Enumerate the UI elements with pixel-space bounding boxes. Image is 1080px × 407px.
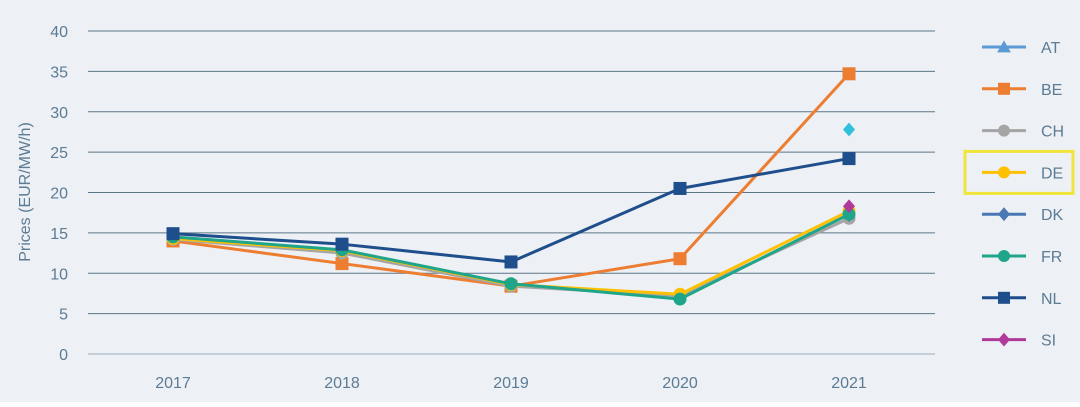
data-point-fr-2019	[504, 277, 518, 291]
y-tick-label: 5	[59, 307, 68, 324]
data-point-nl-2019	[504, 255, 518, 269]
y-tick-label: 20	[50, 186, 68, 203]
series-nl	[166, 152, 856, 269]
y-tick-label: 15	[50, 226, 68, 243]
data-point-fr-2020	[673, 292, 687, 306]
legend-marker-si	[998, 332, 1010, 347]
legend-item-fr: FR	[982, 249, 1062, 266]
legend-label-dk: DK	[1041, 207, 1064, 224]
data-point-nl-2020	[673, 181, 687, 195]
data-point-at-2021	[843, 122, 855, 137]
legend-marker-de	[998, 166, 1010, 179]
legend-marker-dk	[998, 207, 1010, 222]
legend-label-ch: CH	[1041, 124, 1064, 141]
data-point-nl-2017	[166, 227, 180, 241]
y-tick-label: 35	[50, 64, 68, 81]
legend-item-dk: DK	[982, 207, 1064, 224]
legend-label-de: DE	[1041, 165, 1063, 182]
data-point-be-2020	[673, 252, 687, 266]
legend-label-at: AT	[1041, 40, 1060, 57]
legend-marker-nl	[998, 291, 1010, 304]
legend-item-be: BE	[982, 82, 1062, 99]
legend-label-fr: FR	[1041, 249, 1062, 266]
legend-marker-ch	[998, 124, 1010, 137]
x-tick-label: 2017	[155, 375, 191, 392]
legend-item-ch: CH	[982, 124, 1064, 141]
data-point-nl-2021	[842, 152, 856, 166]
legend-item-si: SI	[982, 333, 1056, 350]
data-point-be-2018	[335, 257, 349, 271]
legend-item-nl: NL	[982, 291, 1062, 308]
legend-label-nl: NL	[1041, 291, 1062, 308]
x-tick-label: 2020	[662, 375, 698, 392]
x-tick-label: 2018	[324, 375, 360, 392]
legend-marker-fr	[998, 250, 1010, 262]
x-tick-label: 2021	[831, 375, 867, 392]
data-point-nl-2018	[335, 237, 349, 251]
y-tick-label: 30	[50, 105, 68, 122]
y-tick-label: 0	[59, 347, 68, 364]
x-tick-label: 2019	[493, 375, 529, 392]
legend-label-be: BE	[1041, 82, 1062, 99]
y-tick-label: 10	[50, 266, 68, 283]
data-point-fr-2021	[842, 207, 856, 221]
data-point-si-2021	[843, 199, 855, 214]
y-tick-label: 40	[50, 24, 68, 41]
legend-highlight-box	[963, 149, 1075, 195]
legend-label-si: SI	[1041, 333, 1056, 350]
data-point-be-2021	[842, 67, 856, 81]
legend-marker-at	[997, 40, 1011, 53]
series-at	[843, 122, 855, 137]
legend-item-de: DE	[963, 149, 1075, 195]
y-axis-title: Prices (EUR/MW/h)	[17, 122, 34, 262]
series-line-be	[172, 72, 851, 288]
legend-marker-be	[998, 82, 1010, 95]
legend-item-at: AT	[982, 40, 1060, 57]
y-tick-label: 25	[50, 145, 68, 162]
series-si	[843, 199, 855, 214]
